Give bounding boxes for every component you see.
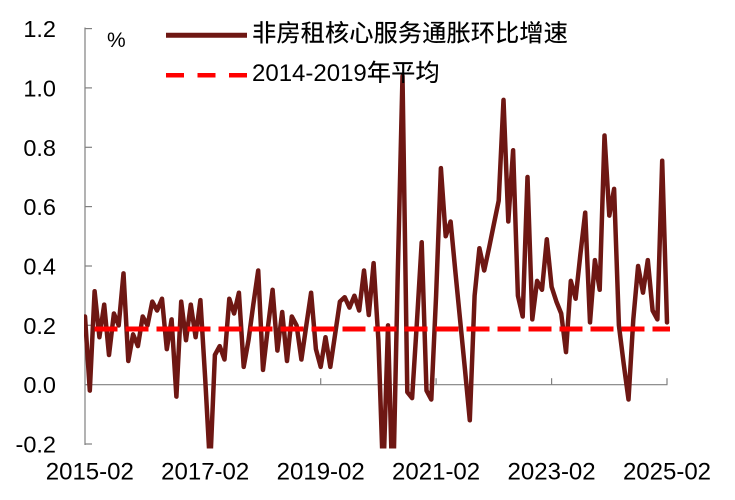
svg-text:2025-02: 2025-02 xyxy=(623,458,711,485)
svg-text:0.8: 0.8 xyxy=(23,135,56,161)
svg-text:0.6: 0.6 xyxy=(23,194,56,220)
svg-text:%: % xyxy=(107,29,126,52)
svg-text:2014-2019: 2014-2019 xyxy=(252,60,367,87)
svg-text:0.2: 0.2 xyxy=(23,313,56,339)
svg-text:2021-02: 2021-02 xyxy=(392,458,480,485)
svg-text:-0.2: -0.2 xyxy=(16,432,57,458)
svg-text:0.0: 0.0 xyxy=(23,372,56,398)
svg-text:2023-02: 2023-02 xyxy=(508,458,596,485)
svg-text:1.2: 1.2 xyxy=(23,16,56,42)
svg-text:1.0: 1.0 xyxy=(23,76,56,102)
svg-text:2015-02: 2015-02 xyxy=(46,458,134,485)
svg-text:2017-02: 2017-02 xyxy=(161,458,249,485)
svg-text:2019-02: 2019-02 xyxy=(277,458,365,485)
svg-text:0.4: 0.4 xyxy=(23,254,56,280)
